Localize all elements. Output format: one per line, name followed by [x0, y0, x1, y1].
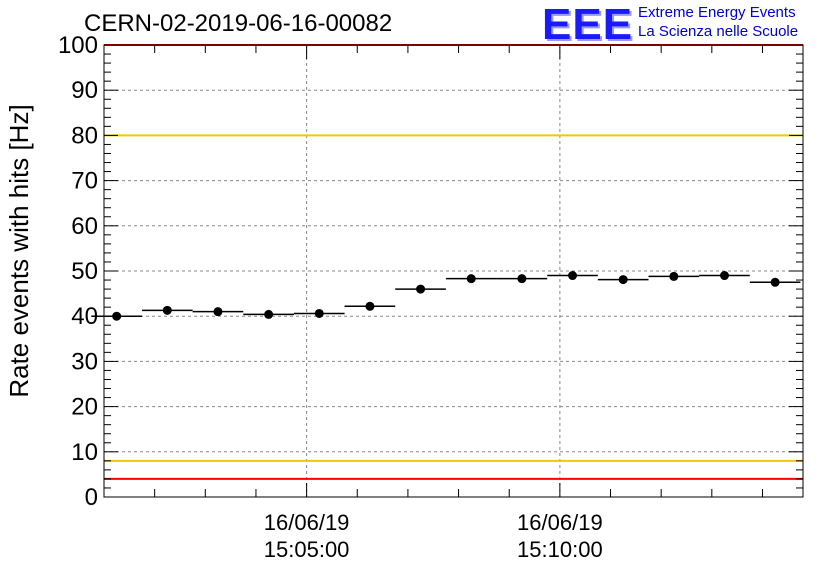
data-point — [466, 274, 476, 284]
data-point — [162, 305, 172, 315]
y-axis-label: Rate events with hits [Hz] — [4, 104, 34, 397]
y-tick-label: 60 — [71, 213, 98, 240]
data-point — [517, 274, 527, 284]
x-tick-label-time: 15:05:00 — [264, 537, 350, 562]
y-tick-label: 20 — [71, 394, 98, 421]
x-tick-label-date: 16/06/19 — [517, 510, 603, 535]
y-tick-label: 30 — [71, 348, 98, 375]
data-point — [719, 271, 729, 281]
logo-line-1: Extreme Energy Events — [638, 4, 796, 21]
logo-line-2: La Scienza nelle Scuole — [638, 23, 799, 40]
data-point — [112, 311, 122, 321]
data-point — [568, 271, 578, 281]
y-tick-label: 10 — [71, 439, 98, 466]
data-point — [618, 275, 628, 285]
y-tick-label: 50 — [71, 258, 98, 285]
data-point — [264, 309, 274, 319]
x-tick-label-time: 15:10:00 — [517, 537, 603, 562]
data-point — [770, 277, 780, 287]
y-tick-label: 70 — [71, 168, 98, 195]
y-tick-label: 0 — [85, 484, 98, 511]
data-point — [416, 284, 426, 294]
eee-logo: EEE — [542, 0, 634, 49]
logo-caption: Extreme Energy Events La Scienza nelle S… — [638, 3, 798, 41]
data-point — [213, 307, 223, 317]
y-tick-label: 90 — [71, 77, 98, 104]
data-point — [669, 271, 679, 281]
run-title: CERN-02-2019-06-16-00082 — [84, 10, 393, 37]
y-tick-label: 100 — [58, 32, 98, 59]
data-point — [365, 301, 375, 311]
data-point — [314, 308, 324, 318]
x-tick-label-date: 16/06/19 — [264, 510, 350, 535]
y-tick-label: 80 — [71, 122, 98, 149]
